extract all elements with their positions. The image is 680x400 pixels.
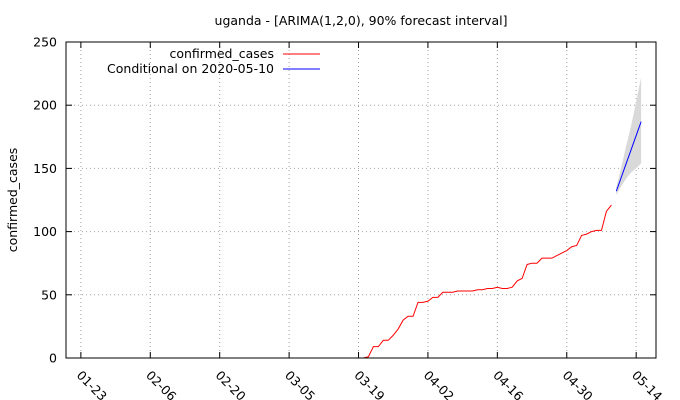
x-tick-label: 04-02 [421,368,457,400]
series-line-forecast [615,121,642,192]
forecast-interval-group [616,77,642,195]
chart-title: uganda - [ARIMA(1,2,0), 90% forecast int… [215,13,508,28]
grid-lines [66,42,656,358]
x-tick-label: 03-05 [282,368,318,400]
y-tick-label: 150 [33,161,57,176]
forecast-interval-band [616,77,642,195]
legend-label-forecast: Conditional on 2020-05-10 [107,61,274,76]
x-axis-ticks: 01-23 02-06 02-20 03-05 03-19 04-02 04-16 04-30… [74,42,665,400]
x-tick-label: 05-14 [629,368,665,400]
y-axis-ticks: 0 50 100 150 200 250 [33,35,656,366]
legend: confirmed_cases Conditional on 2020-05-1… [107,46,320,76]
x-tick-label: 02-06 [143,368,179,400]
x-tick-label: 04-16 [490,368,526,400]
series-lines [363,121,642,359]
y-tick-label: 200 [33,98,57,113]
x-tick-label: 03-19 [351,368,387,400]
x-tick-label: 01-23 [74,368,110,400]
x-tick-label: 02-20 [213,368,249,400]
y-tick-label: 50 [41,287,57,302]
y-tick-label: 100 [33,224,57,239]
y-axis-label: confirmed_cases [5,148,20,253]
legend-label-confirmed-cases: confirmed_cases [169,46,274,61]
y-tick-label: 0 [49,351,57,366]
y-tick-label: 250 [33,35,57,50]
series-line-confirmed-cases [363,204,612,359]
x-tick-label: 04-30 [560,368,596,400]
plot-area-border [65,41,657,359]
